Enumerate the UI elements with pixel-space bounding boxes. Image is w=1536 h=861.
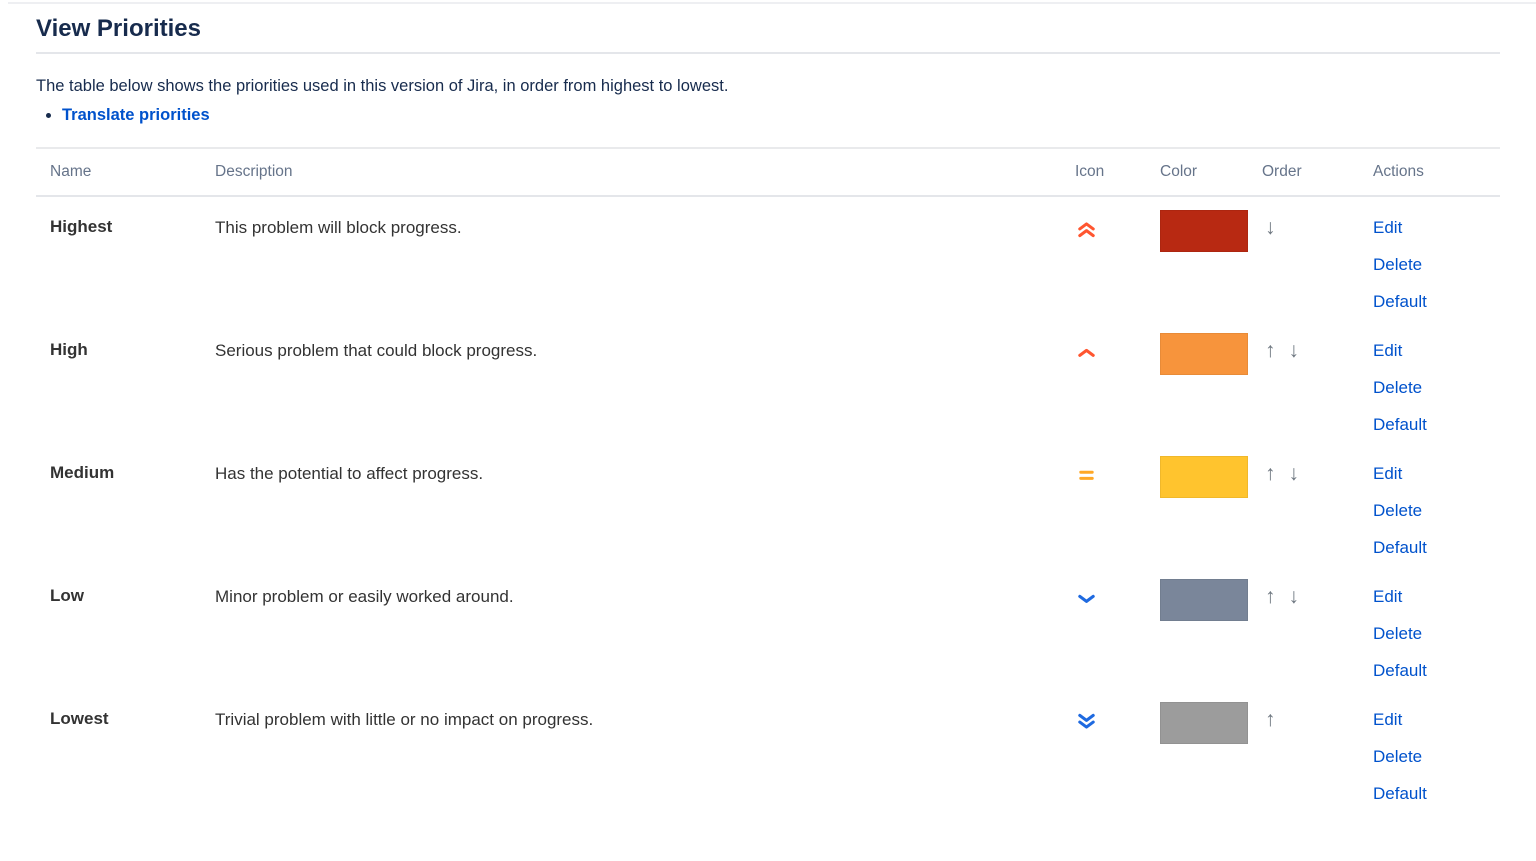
priority-color-swatch: [1160, 333, 1248, 375]
edit-link[interactable]: Edit: [1373, 710, 1403, 729]
priority-color-swatch: [1160, 579, 1248, 621]
priority-name: Low: [50, 586, 84, 605]
chevron-up-icon: [1075, 341, 1098, 369]
move-up-arrow[interactable]: ↑: [1265, 462, 1276, 485]
delete-link[interactable]: Delete: [1373, 501, 1423, 520]
priority-color-swatch: [1160, 702, 1248, 744]
edit-link[interactable]: Edit: [1373, 587, 1403, 606]
column-header-name: Name: [36, 148, 215, 197]
delete-link[interactable]: Delete: [1373, 378, 1423, 397]
priority-row: Highest This problem will block progress…: [36, 196, 1500, 320]
delete-link[interactable]: Delete: [1373, 747, 1423, 766]
default-link[interactable]: Default: [1373, 415, 1427, 434]
move-down-arrow[interactable]: ↓: [1288, 585, 1300, 608]
priorities-table: Name Description Icon Color Order Action…: [36, 147, 1500, 812]
priority-color-swatch: [1160, 210, 1248, 252]
list-item: Translate priorities: [62, 104, 1500, 126]
column-header-icon: Icon: [1075, 148, 1160, 197]
priority-color-swatch: [1160, 456, 1248, 498]
priority-name: Highest: [50, 217, 113, 236]
priority-row: High Serious problem that could block pr…: [36, 320, 1500, 443]
default-link[interactable]: Default: [1373, 292, 1427, 311]
priority-name: Lowest: [50, 709, 109, 728]
column-header-color: Color: [1160, 148, 1262, 197]
priority-description: Trivial problem with little or no impact…: [215, 710, 594, 729]
view-priorities-page: View Priorities The table below shows th…: [0, 0, 1536, 812]
edit-link[interactable]: Edit: [1373, 218, 1403, 237]
default-link[interactable]: Default: [1373, 661, 1427, 680]
priority-description: Has the potential to affect progress.: [215, 464, 484, 483]
priority-name: High: [50, 340, 88, 359]
priority-description: This problem will block progress.: [215, 218, 462, 237]
page-title: View Priorities: [36, 0, 1500, 54]
priority-description: Serious problem that could block progres…: [215, 341, 538, 360]
delete-link[interactable]: Delete: [1373, 624, 1423, 643]
links-list: Translate priorities: [36, 104, 1500, 126]
priority-row: Lowest Trivial problem with little or no…: [36, 689, 1500, 812]
double-chevron-down-icon: [1075, 710, 1098, 738]
move-down-arrow[interactable]: ↓: [1288, 339, 1300, 362]
column-header-description: Description: [215, 148, 1075, 197]
move-up-arrow[interactable]: ↑: [1265, 339, 1276, 362]
move-up-arrow[interactable]: ↑: [1265, 585, 1276, 608]
chevron-down-icon: [1075, 587, 1098, 615]
page-top-divider: [8, 2, 1536, 4]
priority-name: Medium: [50, 463, 115, 482]
default-link[interactable]: Default: [1373, 538, 1427, 557]
table-header-row: Name Description Icon Color Order Action…: [36, 148, 1500, 197]
column-header-actions: Actions: [1373, 148, 1500, 197]
double-chevron-up-icon: [1075, 218, 1098, 246]
priority-description: Minor problem or easily worked around.: [215, 587, 514, 606]
column-header-order: Order: [1262, 148, 1373, 197]
priority-row: Medium Has the potential to affect progr…: [36, 443, 1500, 566]
move-down-arrow[interactable]: ↓: [1265, 216, 1276, 239]
edit-link[interactable]: Edit: [1373, 341, 1403, 360]
default-link[interactable]: Default: [1373, 784, 1427, 803]
translate-priorities-link[interactable]: Translate priorities: [62, 106, 210, 124]
move-down-arrow[interactable]: ↓: [1288, 462, 1300, 485]
equals-icon: [1075, 464, 1098, 492]
priority-row: Low Minor problem or easily worked aroun…: [36, 566, 1500, 689]
delete-link[interactable]: Delete: [1373, 255, 1423, 274]
move-up-arrow[interactable]: ↑: [1265, 708, 1276, 731]
edit-link[interactable]: Edit: [1373, 464, 1403, 483]
intro-text: The table below shows the priorities use…: [36, 77, 729, 95]
